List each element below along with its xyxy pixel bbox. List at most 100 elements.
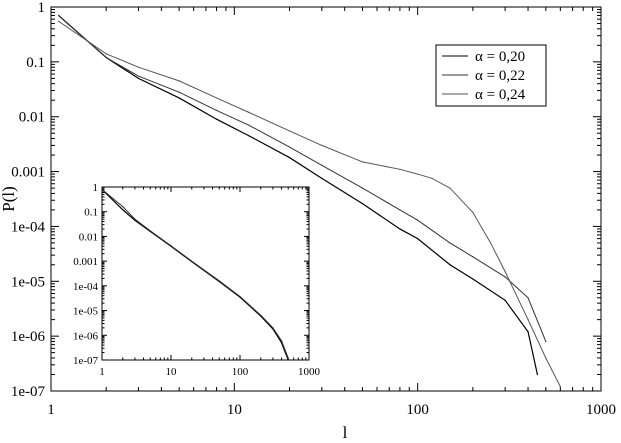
inset-series-line-1 (102, 189, 289, 359)
series-2-point (321, 144, 323, 146)
series-1-point (288, 146, 291, 148)
y-tick-label: 0.001 (11, 165, 45, 181)
inset-plot-frame (101, 186, 310, 361)
series-2-point (449, 187, 451, 189)
inset-series-0-point (122, 209, 124, 211)
legend-label-1: α = 0,22 (475, 68, 525, 84)
series-1-point (449, 242, 451, 244)
series-0-point (215, 118, 218, 120)
series-2-point (417, 173, 419, 175)
series-2-point (527, 319, 529, 321)
series-0-point (472, 278, 474, 280)
series-1-point (472, 256, 474, 258)
x-axis-title: l (343, 423, 348, 442)
inset-series-1-point (191, 260, 193, 262)
series-1-point (57, 14, 60, 17)
series-0-point (248, 135, 250, 137)
y-tick-label: 1 (38, 0, 46, 16)
series-1-point (361, 187, 364, 189)
series-1-point (178, 91, 180, 93)
inset-y-tick-label: 0.01 (79, 231, 98, 243)
y-tick-label: 1e-06 (11, 329, 46, 345)
series-1-point (105, 56, 107, 59)
series-2-point (105, 53, 107, 55)
series-0-point (361, 203, 364, 205)
series-2-point (490, 242, 492, 244)
y-tick-label: 1e-07 (11, 384, 46, 400)
inset-series-1-point (102, 188, 103, 190)
series-2-point (178, 80, 180, 82)
series-2-point (137, 66, 140, 68)
legend: α = 0,20 α = 0,22 α = 0,24 (435, 44, 547, 107)
x-tick-label: 100 (406, 402, 429, 418)
inset-series-1-point (260, 314, 262, 316)
series-1-point (417, 219, 419, 221)
inset-y-tick-label: 0.001 (73, 256, 98, 268)
series-line-0 (58, 15, 539, 375)
legend-label-0: α = 0,20 (475, 49, 525, 65)
series-2-point (288, 130, 291, 132)
inset-series-1-point (287, 357, 289, 359)
inset-series-line-0 (102, 188, 289, 360)
inset-series-0-point (287, 359, 289, 360)
inset-chart: 1 10 100 1000 1 0.1 0.01 0.001 1e-04 1e-05 1e-06 1e… (73, 182, 321, 378)
inset-y-tick-label: 1 (93, 182, 99, 194)
series-0-point (399, 228, 401, 230)
series-0-point (137, 77, 140, 79)
y-tick-label: 1e-05 (11, 274, 45, 290)
series-2-point (559, 386, 561, 388)
series-0-point (417, 238, 419, 240)
series-0-point (536, 373, 539, 376)
y-tick-label: 0.1 (26, 55, 45, 71)
series-2-point (472, 211, 474, 214)
series-2-point (361, 161, 364, 163)
inset-series-1-point (280, 340, 283, 342)
series-1-point (399, 209, 401, 211)
series-0-point (178, 97, 180, 99)
inset-x-tick-label: 1000 (298, 366, 321, 378)
series-1-point (504, 276, 506, 278)
inset-y-tick-label: 1e-06 (73, 330, 99, 342)
inset-x-tick-label: 1 (99, 366, 105, 378)
series-1-point (215, 109, 218, 112)
inset-series-1-point (218, 280, 220, 282)
series-0-point (321, 177, 323, 180)
series-2-point (57, 20, 60, 22)
x-tick-label: 1000 (586, 402, 616, 418)
series-1-point (248, 124, 250, 126)
y-tick-label: 0.01 (19, 110, 45, 126)
series-1-point (545, 340, 547, 343)
series-2-point (399, 168, 401, 170)
inset-series-1-point (170, 245, 172, 247)
inset-series-1-point (149, 230, 151, 232)
inset-series-1-point (122, 206, 124, 208)
inset-y-tick-label: 1e-05 (73, 306, 99, 318)
inset-x-tick-label: 10 (166, 366, 178, 378)
series-1-point (527, 297, 529, 299)
inset-series-1-point (134, 218, 136, 220)
y-tick-label: 1e-04 (11, 219, 46, 235)
series-2-point (431, 177, 433, 180)
series-0-point (449, 264, 451, 266)
series-2-point (504, 271, 506, 273)
inset-series-1-point (239, 295, 241, 298)
series-2-point (545, 357, 547, 359)
legend-label-2: α = 0,24 (475, 87, 526, 103)
inset-x-tick-label: 100 (232, 366, 249, 378)
inset-y-tick-label: 1e-07 (73, 355, 99, 367)
series-1-point (137, 75, 140, 77)
series-2-point (248, 111, 250, 113)
inset-y-tick-label: 0.1 (84, 207, 98, 219)
series-line-1 (58, 15, 547, 342)
series-0-point (288, 156, 291, 159)
inset-y-tick-label: 1e-04 (73, 281, 99, 293)
y-axis-title: P(l) (0, 186, 18, 212)
x-tick-label: 10 (227, 402, 242, 418)
series-0-point (504, 299, 506, 301)
series-2-point (215, 97, 218, 99)
inset-series-1-point (272, 327, 274, 329)
series-0-point (527, 331, 529, 333)
x-tick-label: 1 (47, 402, 55, 418)
series-1-point (321, 164, 323, 166)
